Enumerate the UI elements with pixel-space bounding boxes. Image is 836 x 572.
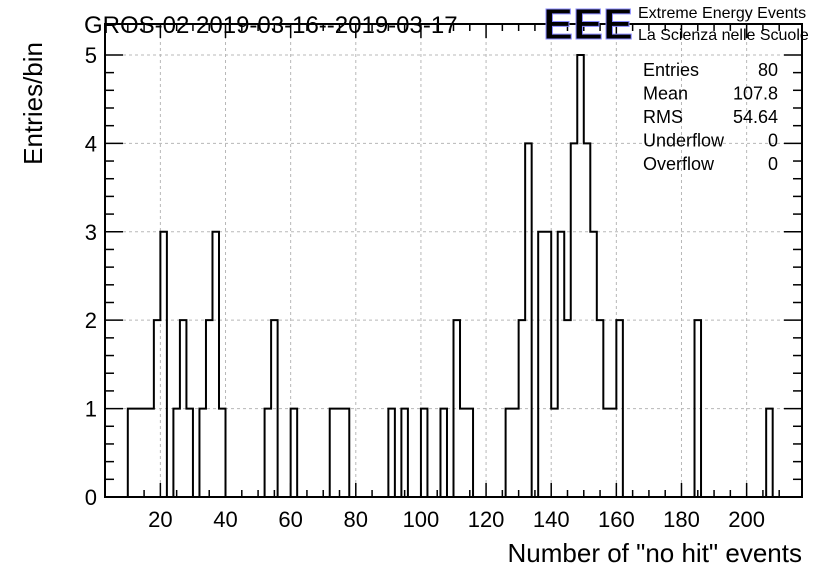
histogram-bin — [460, 409, 467, 497]
histogram-bin — [401, 409, 408, 497]
x-tick-label: 100 — [403, 507, 440, 532]
histogram-bin — [212, 232, 219, 497]
histogram-bin — [271, 320, 278, 497]
stats-value: 80 — [758, 60, 778, 80]
x-tick-label: 120 — [468, 507, 505, 532]
histogram-bin — [154, 320, 161, 497]
stats-label: Overflow — [643, 154, 715, 174]
histogram-bin — [388, 409, 395, 497]
logo-line1: Extreme Energy Events — [638, 5, 806, 22]
stats-value: 0 — [768, 154, 778, 174]
histogram-bin — [551, 409, 558, 497]
histogram-bin — [199, 409, 206, 497]
histogram-bin — [558, 232, 565, 497]
histogram-bin — [141, 409, 148, 497]
y-tick-label: 0 — [85, 485, 97, 510]
histogram-bin — [421, 409, 428, 497]
y-tick-label: 5 — [85, 43, 97, 68]
histogram-bin — [186, 409, 193, 497]
histogram-bin — [564, 320, 571, 497]
x-tick-label: 40 — [213, 507, 237, 532]
histogram-bin — [545, 232, 552, 497]
histogram-bin — [519, 320, 526, 497]
x-tick-label: 60 — [278, 507, 302, 532]
stats-value: 0 — [768, 131, 778, 151]
y-tick-label: 1 — [85, 397, 97, 422]
histogram-bin — [336, 409, 343, 497]
stats-value: 107.8 — [733, 84, 778, 104]
histogram-bin — [610, 409, 617, 497]
y-axis-label: Entries/bin — [18, 42, 48, 165]
stats-box: Entries 80 Mean 107.8 RMS 54.64 Underflow 0 Over… — [643, 60, 778, 174]
logo-mark: EEE — [543, 0, 633, 49]
histogram-bin — [584, 143, 591, 497]
stats-label: Underflow — [643, 131, 725, 151]
histogram-bin — [597, 320, 604, 497]
x-tick-label: 180 — [663, 507, 700, 532]
histogram-bin — [695, 320, 702, 497]
histogram-bin — [206, 320, 213, 497]
histogram-bin — [134, 409, 141, 497]
x-axis-label: Number of "no hit" events — [508, 538, 803, 568]
histogram-bin — [512, 409, 519, 497]
histogram-bin — [219, 409, 226, 497]
x-tick-label: 200 — [728, 507, 765, 532]
stats-value: 54.64 — [733, 107, 778, 127]
chart-title: GROS-02 2019-03-16--2019-03-17 — [84, 12, 458, 39]
histogram-bin — [265, 409, 272, 497]
histogram-bin — [766, 409, 773, 497]
histogram-bin — [467, 409, 474, 497]
histogram-bin — [343, 409, 350, 497]
histogram-bin — [454, 320, 461, 497]
logo-line2: La Scienza nelle Scuole — [638, 27, 809, 44]
histogram-bin — [160, 232, 167, 497]
histogram-bin — [538, 232, 545, 497]
histogram-bin — [525, 143, 532, 497]
histogram-bin — [590, 232, 597, 497]
axis-ticks: 20 40 60 80 100 120 140 160 180 200 0 1 2 3 4 5 — [85, 24, 802, 532]
histogram-bin — [506, 409, 513, 497]
histogram-bin — [147, 409, 154, 497]
y-tick-label: 3 — [85, 220, 97, 245]
histogram-bin — [128, 409, 135, 497]
eee-logo: EEE Extreme Energy Events La Scienza nel… — [543, 0, 809, 50]
stats-label: Entries — [643, 60, 699, 80]
x-tick-label: 20 — [148, 507, 172, 532]
y-tick-label: 2 — [85, 308, 97, 333]
x-tick-label: 80 — [344, 507, 368, 532]
histogram-bin — [180, 320, 187, 497]
y-tick-label: 4 — [85, 131, 97, 156]
histogram-bin — [603, 409, 610, 497]
histogram-bin — [173, 409, 180, 497]
histogram-bin — [291, 409, 298, 497]
x-tick-label: 160 — [598, 507, 635, 532]
histogram-bin — [330, 409, 337, 497]
histogram-bin — [440, 409, 447, 497]
histogram-bin — [571, 143, 578, 497]
stats-label: RMS — [643, 107, 683, 127]
x-tick-label: 140 — [533, 507, 570, 532]
histogram-bin — [577, 55, 584, 497]
stats-label: Mean — [643, 84, 688, 104]
histogram-bin — [616, 320, 623, 497]
